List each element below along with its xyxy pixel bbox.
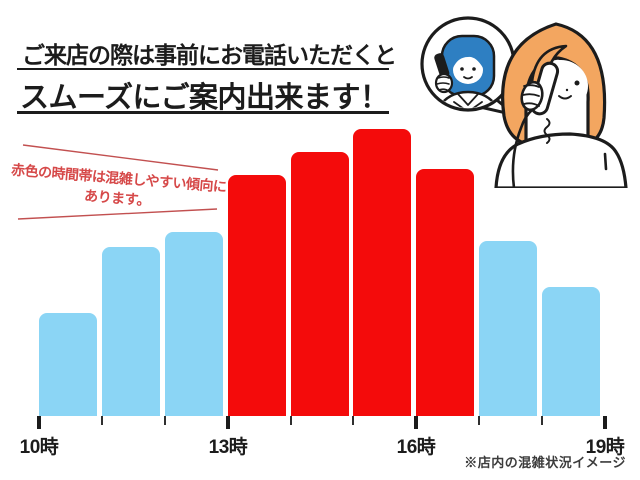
customer-illustration [494, 22, 628, 188]
x-axis-label-10時: 10時 [19, 437, 59, 458]
receptionist-face [453, 56, 483, 84]
receptionist-bangs [453, 46, 483, 68]
customer-eye-right [574, 80, 580, 86]
x-axis-label-13時: 13時 [208, 437, 248, 458]
bar-12-13 [165, 232, 223, 416]
receptionist-fingers [436, 76, 450, 92]
customer-sleeve-line [603, 152, 608, 171]
headline-underline-1 [17, 68, 389, 70]
bar-11-12 [102, 247, 160, 416]
phone-cord [543, 118, 551, 144]
x-axis-label-16時: 16時 [396, 437, 436, 458]
bar-14-15 [291, 152, 349, 416]
receptionist-eye-left [460, 67, 464, 71]
x-axis-minor-tick [290, 416, 292, 425]
bar-16-17 [416, 169, 474, 416]
headline-line1: ご来店の際は事前にお電話いただくと [22, 42, 397, 68]
bar-18-19 [542, 287, 600, 416]
bar-15-16 [353, 129, 411, 416]
x-axis-minor-tick [101, 416, 103, 425]
receptionist-eye-right [472, 67, 476, 71]
customer-arm [511, 108, 534, 188]
receptionist-mouth [463, 76, 473, 80]
x-axis-minor-tick [541, 416, 543, 425]
annotation-rule-top [22, 144, 219, 171]
x-axis-label-19時: 19時 [585, 437, 625, 458]
receptionist-illustration [434, 34, 502, 108]
annotation-rule-bottom [17, 208, 218, 220]
footnote: ※店内の混雑状況イメージ [464, 455, 626, 470]
x-axis-major-tick [37, 416, 41, 429]
x-axis-minor-tick [164, 416, 166, 425]
x-axis-minor-tick [352, 416, 354, 425]
annotation-rules [17, 144, 219, 220]
customer-body [494, 132, 628, 188]
phone-call-illustration [420, 16, 628, 188]
bar-13-14 [228, 175, 286, 416]
bar-17-18 [479, 241, 537, 416]
customer-nose [565, 88, 569, 92]
congestion-bar-chart [39, 129, 605, 416]
receptionist-phone-icon [434, 53, 450, 78]
x-axis-major-tick [226, 416, 230, 429]
x-axis: 10時 13時 16時 19時 [20, 416, 625, 476]
x-axis-minor-tick [478, 416, 480, 425]
customer-fingers [522, 84, 540, 107]
x-axis-major-tick [414, 416, 418, 429]
headline-underline-2 [17, 111, 389, 114]
bar-10-11 [39, 313, 97, 416]
headline-line2: スムーズにご案内出来ます！ [20, 82, 389, 114]
x-axis-major-tick [603, 416, 607, 429]
customer-mouth [558, 95, 572, 100]
